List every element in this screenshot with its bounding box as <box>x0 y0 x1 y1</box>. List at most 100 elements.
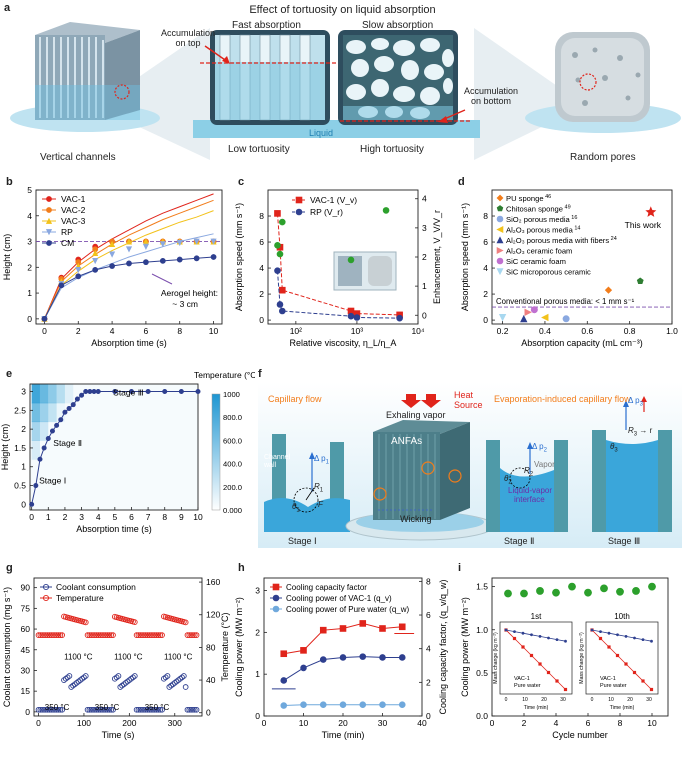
g-cool-point <box>186 706 193 713</box>
cone-left <box>120 28 210 160</box>
g-cool-point <box>153 706 160 713</box>
e-cell <box>31 402 40 423</box>
c-y-tick-label: 8 <box>259 211 264 221</box>
d-legend-marker <box>496 257 504 265</box>
d-legend-label: Al₂O₃ porous media with fibers 24 <box>506 236 617 245</box>
e-y-tick-label: 0 <box>21 499 26 509</box>
g-cool-point <box>146 706 153 713</box>
g-y2-tick-label: 160 <box>206 577 220 587</box>
cone-right <box>474 28 560 160</box>
b-point-CM <box>75 273 82 280</box>
g-cool-point <box>88 706 95 713</box>
b-legend-label: CM <box>61 238 74 248</box>
b-point-CM <box>159 257 166 264</box>
label-wicking: Wicking <box>400 514 432 524</box>
g-temp-point <box>37 632 44 639</box>
g-cool-point <box>142 706 149 713</box>
d-legend-marker <box>496 215 504 223</box>
c-xlabel: Relative viscosity, η_L/η_A <box>290 338 397 348</box>
g-y-tick-label: 45 <box>21 645 31 655</box>
g-cool-point <box>84 706 91 713</box>
g-temp-point <box>135 632 142 639</box>
g-y-tick-label: 90 <box>21 583 31 593</box>
label-anfas: ANFAs <box>391 436 423 447</box>
e-y-tick-label: 1.5 <box>14 443 26 453</box>
g-temp-point <box>151 632 158 639</box>
e-front-point <box>128 389 134 395</box>
b-point-RP <box>142 243 149 250</box>
b-fit-VAC-1 <box>43 193 214 320</box>
g-cool-point <box>180 673 187 679</box>
c-y2-tick-label: 1 <box>422 281 427 291</box>
chart-e: 0 1 2 3 4 5 6 7 8 9 10 0 0.5 1 1.5 2 2.5 3 Absorption time… <box>0 370 255 534</box>
i-point <box>536 587 544 595</box>
g-x-tick-label: 200 <box>122 718 136 728</box>
g-cool-point <box>82 673 89 679</box>
b-point-CM <box>58 282 65 289</box>
d-legend-label: SiC ceramic foam <box>506 257 566 266</box>
label-liquid-vapor: Liquid-vapor <box>508 486 553 495</box>
h-y2-tick-label: 2 <box>426 677 431 687</box>
g-temp-point <box>155 632 162 639</box>
i-y-tick-label: 1.0 <box>476 625 488 635</box>
plot-frame <box>33 577 203 717</box>
d-x-tick-label: 0.8 <box>624 326 636 336</box>
e-x-tick-label: 7 <box>146 512 151 522</box>
e-cell <box>39 384 49 404</box>
i-inset-vac-point <box>615 653 620 658</box>
g-temp-point <box>188 632 194 639</box>
g-temp-point <box>91 632 98 639</box>
e-front-point <box>87 389 93 395</box>
e-front-point <box>83 389 89 395</box>
b-annotation: Aerogel height: <box>161 288 218 298</box>
d-legend-label: Al₂O₃ porous media 14 <box>506 226 580 235</box>
g-temp-point <box>137 632 144 639</box>
chart-d: 0.2 0.4 0.6 0.8 1.0 0 2 4 6 8 Absorption capacity … <box>460 189 678 348</box>
g-temp-point <box>142 632 149 639</box>
b-legend-label: VAC-2 <box>61 205 86 215</box>
c-point-1 <box>276 301 284 308</box>
c-point-0 <box>278 286 286 294</box>
chart-g: 0 100 200 300 0 15 30 45 60 75 90 0 40 80 120 160 Time (… <box>2 577 230 740</box>
h-y2-tick-label: 0 <box>426 711 431 721</box>
i-x-tick-label: 4 <box>554 718 559 728</box>
e-x-tick-label: 1 <box>46 512 51 522</box>
g-temp-point <box>53 632 60 639</box>
e-cell <box>39 421 49 441</box>
h-y-tick-label: 2 <box>255 627 260 637</box>
g-y2-tick-label: 80 <box>206 642 216 652</box>
d-point-6 <box>530 306 538 314</box>
b-x-tick-label: 6 <box>144 326 149 336</box>
e-front-point <box>49 428 55 434</box>
d-legend-label: PU sponge 46 <box>506 194 551 203</box>
e-y-tick-label: 0.5 <box>14 481 26 491</box>
h-legend-marker <box>272 605 280 613</box>
c-legend-label: VAC-1 (V_v) <box>310 195 357 205</box>
g-cool-point <box>193 706 200 713</box>
e-cell <box>56 402 65 423</box>
c-point-2 <box>382 207 390 214</box>
g-temp-point <box>99 632 105 639</box>
h-point-0 <box>398 623 406 631</box>
b-legend-marker <box>45 217 53 224</box>
i-inset-vac-point <box>538 662 542 666</box>
g-temp-point <box>44 632 51 639</box>
g-temp-point <box>88 632 95 639</box>
g-y-tick-label: 0 <box>25 707 30 717</box>
e-front-point <box>41 445 47 451</box>
e-front-point <box>33 483 39 489</box>
g-temp-point <box>42 632 49 639</box>
i-inset-xtick: 0 <box>505 697 508 703</box>
b-point-RP <box>125 246 133 253</box>
g-y2-tick-label: 120 <box>206 610 220 620</box>
e-x-tick-label: 8 <box>162 512 167 522</box>
h-point-2 <box>319 701 327 709</box>
panel-letter-c: c <box>238 176 245 188</box>
g-cool-point <box>151 706 158 713</box>
e-front-point <box>195 389 201 395</box>
g-temp-point <box>39 632 46 639</box>
e-stage2-label: Stage Ⅱ <box>53 438 82 448</box>
c-point-2 <box>347 256 355 264</box>
label-dp1: Δ p1 <box>314 454 329 466</box>
c-point-2 <box>278 218 286 226</box>
